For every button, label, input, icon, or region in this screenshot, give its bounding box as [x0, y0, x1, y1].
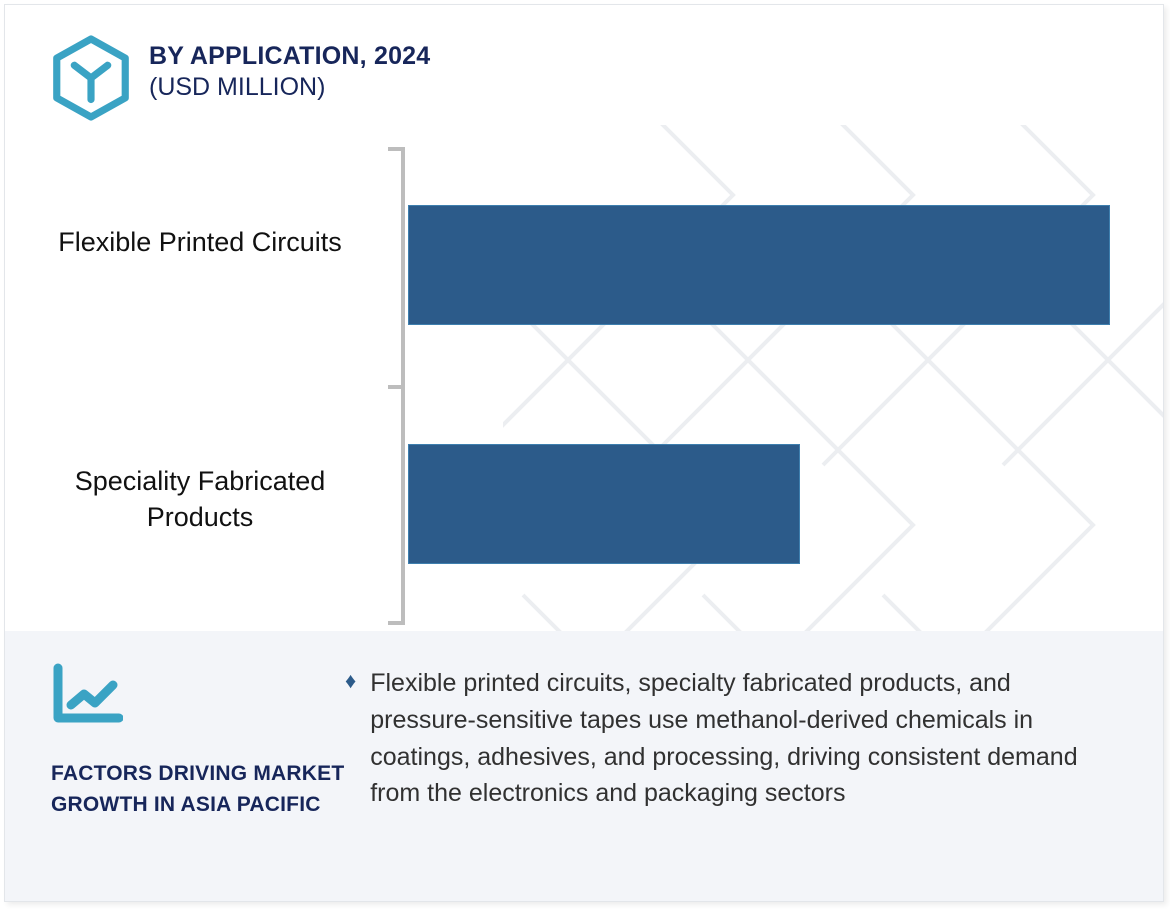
footer-panel: FACTORS DRIVING MARKET GROWTH IN ASIA PA… [5, 631, 1163, 901]
axis-tick-bottom [388, 621, 402, 625]
bar-chart: Flexible Printed Circuits Speciality Fab… [5, 125, 1163, 630]
footer-left-column: FACTORS DRIVING MARKET GROWTH IN ASIA PA… [5, 631, 345, 901]
axis-tick-middle [388, 385, 402, 389]
diamond-bullet-icon: ♦ [345, 668, 357, 693]
category-label: Flexible Printed Circuits [58, 227, 342, 257]
bar-flexible-printed-circuits [408, 205, 1110, 325]
header-text-block: BY APPLICATION, 2024 (USD MILLION) [149, 33, 430, 102]
axis-tick-top [388, 147, 402, 151]
page-title: BY APPLICATION, 2024 [149, 42, 431, 70]
page-subtitle: (USD MILLION) [149, 72, 326, 101]
category-label: Speciality Fabricated Products [74, 466, 326, 532]
bullet-text: Flexible printed circuits, specialty fab… [370, 669, 1078, 808]
footer-heading: FACTORS DRIVING MARKET GROWTH IN ASIA PA… [51, 762, 345, 816]
card-frame: BY APPLICATION, 2024 (USD MILLION) Flexi… [4, 4, 1164, 902]
line-chart-icon [53, 663, 123, 723]
bullet-item: ♦ Flexible printed circuits, specialty f… [345, 665, 1137, 812]
chart-axis [401, 147, 405, 625]
header: BY APPLICATION, 2024 (USD MILLION) [51, 33, 430, 121]
hexagon-y-icon [53, 35, 129, 121]
bar-speciality-fabricated-products [408, 444, 800, 564]
footer-right-column: ♦ Flexible printed circuits, specialty f… [345, 631, 1163, 901]
